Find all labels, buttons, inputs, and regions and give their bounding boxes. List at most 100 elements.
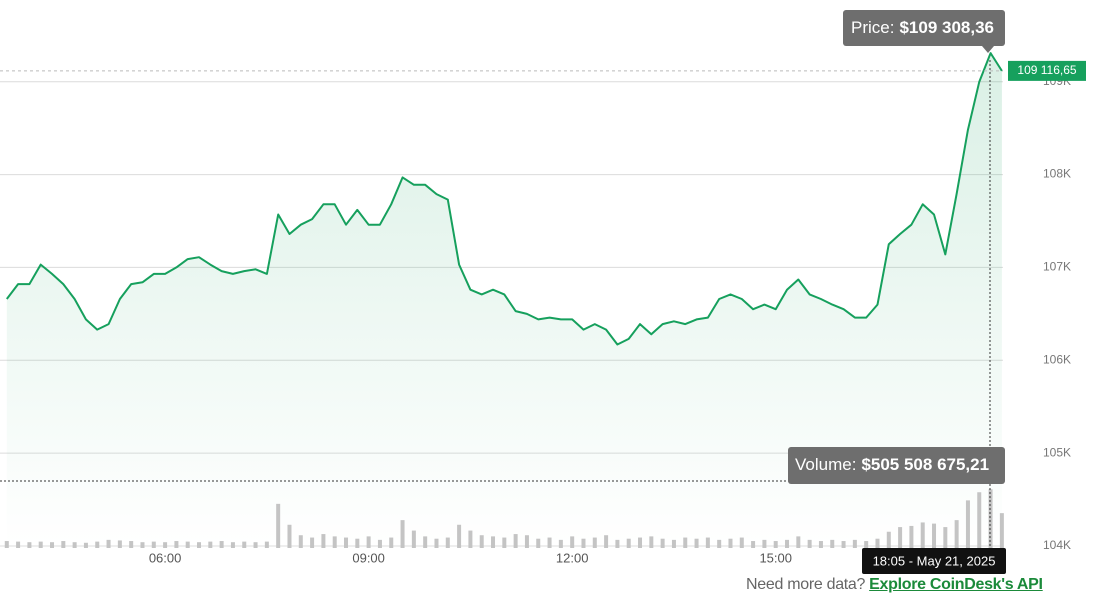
footer: Need more data? Explore CoinDesk's API — [746, 576, 1043, 594]
volume-bar — [445, 537, 450, 548]
volume-bar — [999, 513, 1004, 548]
volume-bar — [717, 539, 722, 548]
volume-bar — [72, 542, 77, 548]
api-link[interactable]: Explore CoinDesk's API — [869, 576, 1043, 593]
volume-bar — [355, 538, 360, 548]
volume-bar — [513, 534, 518, 548]
y-tick-label: 107K — [1043, 260, 1071, 274]
volume-bar — [581, 538, 586, 548]
volume-bar — [864, 541, 869, 548]
price-area — [6, 53, 1002, 546]
tooltip-box — [862, 548, 1006, 574]
volume-bar — [50, 542, 55, 548]
plot — [0, 52, 1004, 548]
volume-bar — [592, 537, 597, 548]
volume-bar — [649, 536, 654, 548]
volume-bar — [344, 537, 349, 548]
tooltip-label: Volume: — [795, 455, 856, 474]
volume-bar — [197, 542, 202, 548]
x-tick-label: 09:00 — [352, 550, 385, 565]
volume-bar — [536, 538, 541, 548]
volume-bar — [106, 539, 111, 548]
volume-bar — [253, 542, 258, 548]
y-tick-label: 108K — [1043, 167, 1071, 181]
volume-bar — [310, 537, 315, 548]
volume-bar — [547, 537, 552, 548]
volume-bar — [468, 530, 473, 548]
volume-bar — [807, 539, 812, 548]
volume-bar — [174, 541, 179, 548]
volume-bar — [977, 492, 982, 548]
volume-bar — [208, 541, 213, 548]
volume-bar — [61, 541, 66, 548]
volume-bar — [932, 523, 937, 548]
volume-bar — [434, 538, 439, 548]
volume-bar — [852, 539, 857, 548]
volume-bar — [728, 538, 733, 548]
volume-bar — [570, 536, 575, 548]
volume-bar — [604, 535, 609, 548]
volume-bar — [400, 520, 405, 548]
volume-bar — [988, 489, 993, 548]
volume-bar — [264, 541, 269, 548]
volume-bar — [886, 531, 891, 548]
volume-bar — [38, 541, 43, 548]
tooltip-box — [788, 447, 1005, 484]
volume-bar — [287, 524, 292, 548]
volume-bar — [965, 500, 970, 548]
volume-bar — [796, 536, 801, 548]
volume-bar — [694, 538, 699, 548]
volume-bar — [230, 542, 235, 548]
volume-bar — [830, 539, 835, 548]
volume-bar — [841, 541, 846, 548]
volume-bar — [140, 542, 145, 548]
y-tick-label: 104K — [1043, 538, 1071, 552]
volume-bar — [83, 542, 88, 548]
volume-bar — [16, 541, 21, 548]
tooltip-value: $109 308,36 — [899, 18, 994, 37]
volume-bar — [660, 538, 665, 548]
volume-bar — [366, 536, 371, 548]
volume-bar — [705, 537, 710, 548]
volume-bar — [117, 540, 122, 548]
volume-bar — [773, 541, 778, 548]
volume-bar — [276, 503, 281, 548]
volume-bar — [671, 539, 676, 548]
volume-bar — [638, 537, 643, 548]
footer-text: Need more data? — [746, 576, 866, 593]
volume-bar — [502, 537, 507, 548]
volume-bar — [389, 537, 394, 548]
volume-bar — [151, 541, 156, 548]
volume-bar — [242, 541, 247, 548]
volume-bar — [683, 537, 688, 548]
volume-bar — [298, 535, 303, 548]
price-line — [6, 52, 1003, 346]
volume-bar — [739, 537, 744, 548]
volume-bar — [785, 539, 790, 548]
volume-bar — [321, 534, 326, 548]
price-tooltip: Price: $109 308,36 — [843, 10, 1005, 53]
volume-bar — [818, 541, 823, 548]
volume-bar — [95, 541, 100, 548]
volume-bar — [185, 541, 190, 548]
tooltip-box — [843, 10, 1005, 46]
volume-bar — [751, 541, 756, 548]
tooltip-time: 18:05 - May 21, 2025 — [873, 553, 996, 568]
volume-bar — [954, 520, 959, 548]
volume-bar — [163, 542, 168, 548]
tooltip-text: Price: $109 308,36 — [851, 18, 994, 37]
volume-bar — [479, 535, 484, 548]
volume-bar — [909, 525, 914, 548]
x-tick-label: 06:00 — [149, 550, 182, 565]
volume-bar — [377, 539, 382, 548]
tooltip-text: Volume: $505 508 675,21 — [795, 455, 989, 474]
volume-bar — [491, 536, 496, 548]
tooltip-label: Price: — [851, 18, 894, 37]
tooltip-pointer — [982, 46, 994, 53]
y-tick-label: 106K — [1043, 352, 1071, 366]
volume-bar — [4, 541, 9, 548]
y-tick-label: 105K — [1043, 445, 1071, 459]
volume-bar — [332, 536, 337, 548]
